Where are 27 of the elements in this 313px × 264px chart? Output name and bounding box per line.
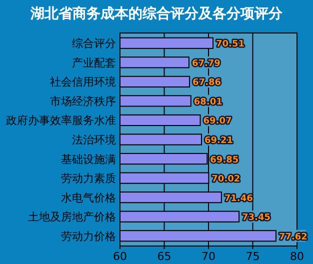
- data-label: 73.45: [242, 213, 270, 224]
- y-tick-label: 产业配套: [72, 56, 116, 70]
- y-tick-label: 政府办事效率服务水准: [6, 114, 116, 128]
- y-tick-label: 基础设施满: [61, 152, 116, 166]
- y-tick-label: 土地及房地产价格: [28, 210, 116, 224]
- data-label: 67.86: [192, 78, 222, 88]
- data-label: 69.85: [210, 155, 239, 166]
- y-tick-label: 水电气价格: [61, 191, 116, 204]
- y-tick-label: 市场经济秩序: [50, 94, 116, 108]
- chart-title: 湖北省商务成本的综合评分及各分项评分: [30, 5, 284, 22]
- data-label: 68.01: [194, 97, 222, 108]
- data-label: 67.79: [192, 58, 220, 69]
- y-tick-label: 法治环境: [72, 134, 116, 146]
- data-label: 70.51: [216, 40, 244, 50]
- x-tick-label: 80: [290, 250, 304, 263]
- y-tick-label: 劳动力价格: [61, 230, 116, 243]
- x-tick-label: 65: [157, 250, 172, 263]
- x-tick-label: 70: [202, 250, 216, 263]
- y-tick-label: 劳动力素质: [61, 172, 116, 186]
- x-tick-label: 75: [246, 250, 260, 263]
- data-label: 69.21: [204, 136, 233, 146]
- data-label: 70.02: [212, 174, 240, 185]
- y-tick-label: 综合评分: [72, 37, 116, 50]
- data-label: 77.62: [278, 232, 308, 242]
- x-tick-label: 60: [113, 250, 127, 263]
- y-tick-label: 社会信用环境: [50, 76, 116, 89]
- data-label: 69.07: [203, 116, 232, 127]
